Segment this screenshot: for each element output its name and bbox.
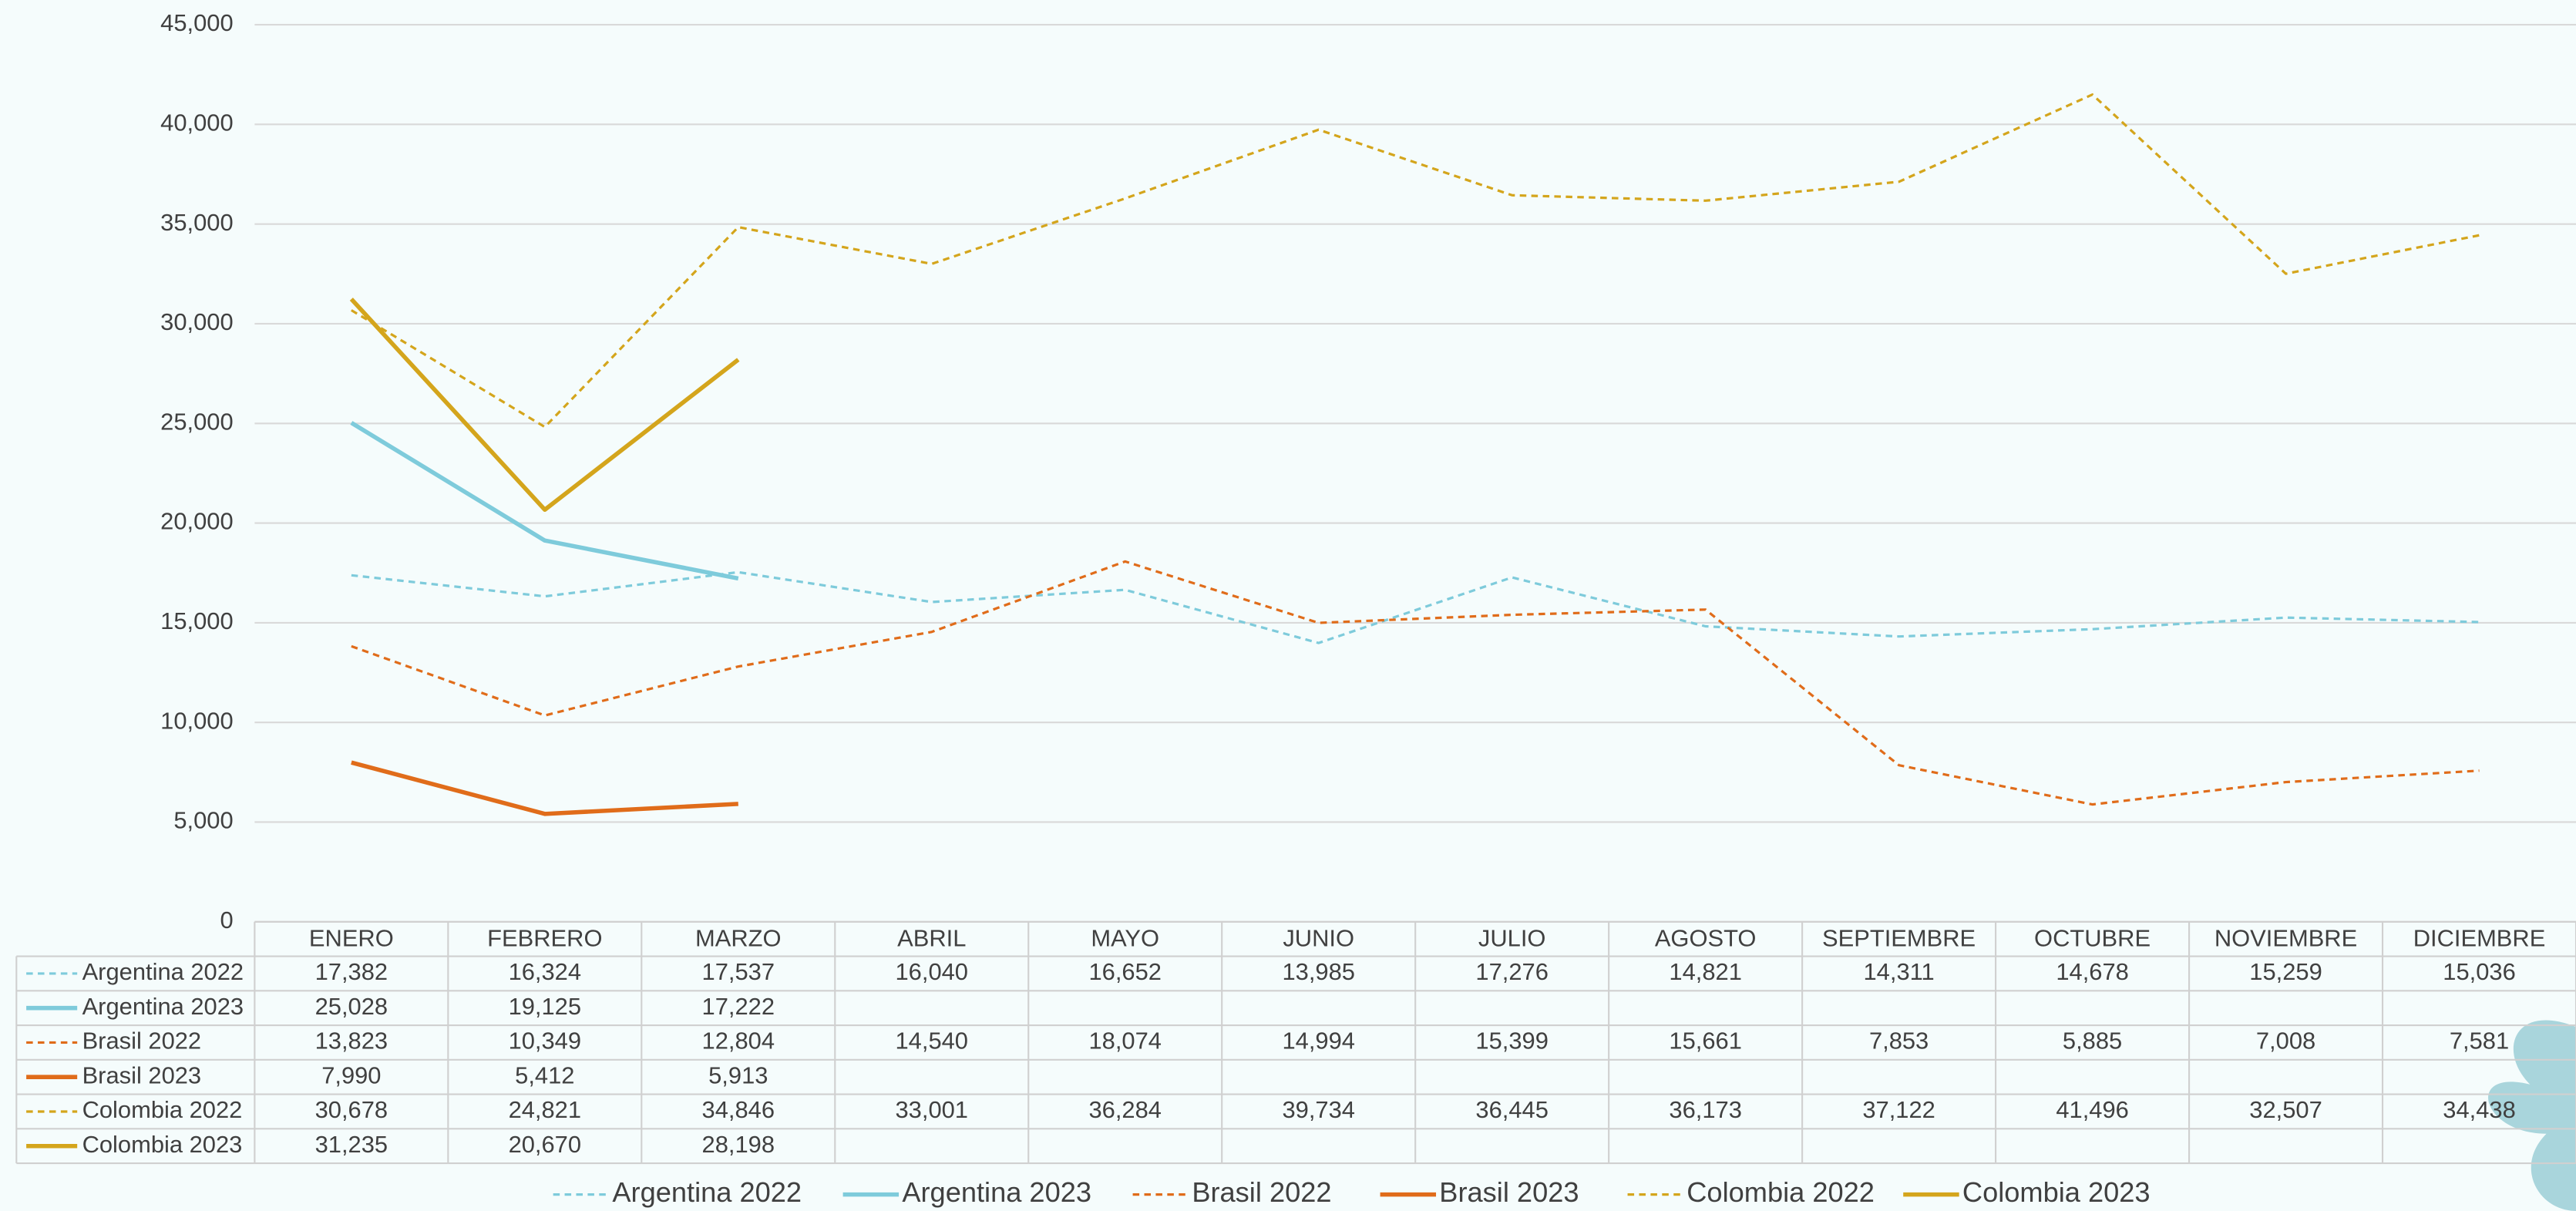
table-cell: 41,496 — [2056, 1096, 2128, 1123]
x-tick-label: JULIO — [1478, 924, 1546, 951]
table-cell: 30,678 — [315, 1096, 388, 1123]
table-cell: 36,284 — [1088, 1096, 1161, 1123]
legend-label: Argentina 2023 — [902, 1176, 1091, 1208]
x-tick-label: ABRIL — [897, 924, 966, 951]
y-tick-label: 45,000 — [160, 9, 233, 36]
y-tick-label: 0 — [220, 907, 233, 933]
table-cell: 39,734 — [1282, 1096, 1354, 1123]
y-tick-label: 10,000 — [160, 707, 233, 734]
x-tick-label: AGOSTO — [1655, 924, 1757, 951]
table-cell: 14,678 — [2056, 958, 2128, 985]
table-cell: 31,235 — [315, 1131, 388, 1158]
x-tick-label: MARZO — [695, 924, 782, 951]
table-cell: 20,670 — [509, 1131, 581, 1158]
table-cell: 17,276 — [1475, 958, 1548, 985]
table-cell: 5,913 — [708, 1061, 768, 1088]
y-tick-label: 5,000 — [173, 807, 233, 834]
table-cell: 5,412 — [515, 1061, 574, 1088]
table-row-label: Colombia 2022 — [82, 1096, 243, 1123]
x-tick-label: ENERO — [309, 924, 394, 951]
y-tick-label: 25,000 — [160, 408, 233, 435]
table-cell: 12,804 — [702, 1028, 775, 1055]
table-row-label: Argentina 2023 — [82, 993, 244, 1020]
table-cell: 17,537 — [702, 958, 775, 985]
table-cell: 16,652 — [1088, 958, 1161, 985]
x-tick-label: SEPTIEMBRE — [1822, 924, 1976, 951]
line-series — [351, 760, 738, 816]
table-cell: 15,399 — [1475, 1028, 1548, 1055]
table-cell: 17,382 — [315, 958, 388, 985]
x-tick-label: MAYO — [1091, 924, 1159, 951]
table-row-label: Brasil 2023 — [82, 1061, 202, 1088]
table-cell: 7,853 — [1869, 1028, 1929, 1055]
table-cell: 13,823 — [315, 1028, 388, 1055]
x-tick-label: FEBRERO — [487, 924, 602, 951]
table-cell: 25,028 — [315, 993, 388, 1020]
table-cell: 14,311 — [1864, 958, 1935, 985]
line-series — [350, 421, 739, 581]
table-cell: 15,036 — [2443, 958, 2515, 985]
y-tick-label: 35,000 — [160, 209, 233, 236]
table-row-label: Brasil 2022 — [82, 1028, 202, 1055]
table-cell: 24,821 — [509, 1096, 581, 1123]
y-tick-label: 15,000 — [160, 607, 233, 634]
table-cell: 14,994 — [1282, 1028, 1354, 1055]
table-cell: 15,259 — [2249, 958, 2322, 985]
legend-label: Argentina 2022 — [612, 1176, 802, 1208]
y-tick-label: 20,000 — [160, 508, 233, 535]
table-cell: 10,349 — [509, 1028, 581, 1055]
table-cell: 7,008 — [2256, 1028, 2315, 1055]
table-cell: 14,540 — [896, 1028, 968, 1055]
legend-label: Brasil 2022 — [1192, 1176, 1331, 1208]
x-tick-label: DICIEMBRE — [2413, 924, 2546, 951]
table-cell: 7,990 — [321, 1061, 381, 1088]
table-cell: 7,581 — [2450, 1028, 2509, 1055]
table-cell: 17,222 — [702, 993, 775, 1020]
legend-label: Brasil 2023 — [1439, 1176, 1579, 1208]
x-tick-label: JUNIO — [1283, 924, 1354, 951]
table-cell: 36,445 — [1475, 1096, 1548, 1123]
table-cell: 34,846 — [702, 1096, 775, 1123]
table-row-label: Colombia 2023 — [82, 1131, 243, 1158]
table-cell: 16,324 — [509, 958, 581, 985]
line-series — [351, 560, 2480, 806]
y-tick-label: 40,000 — [160, 109, 233, 136]
table-cell: 34,438 — [2443, 1096, 2515, 1123]
table-cell: 33,001 — [896, 1096, 968, 1123]
x-tick-label: NOVIEMBRE — [2214, 924, 2357, 951]
table-cell: 16,040 — [896, 958, 968, 985]
legend-label: Colombia 2022 — [1687, 1176, 1875, 1208]
x-tick-label: OCTUBRE — [2034, 924, 2151, 951]
table-row-label: Argentina 2022 — [82, 958, 244, 985]
table-cell: 13,985 — [1282, 958, 1354, 985]
table-cell: 36,173 — [1669, 1096, 1741, 1123]
line-series — [351, 93, 2480, 429]
legend-label: Colombia 2023 — [1962, 1176, 2151, 1208]
table-cell: 18,074 — [1088, 1028, 1161, 1055]
table-cell: 32,507 — [2249, 1096, 2322, 1123]
line-series — [351, 570, 2480, 644]
table-cell: 37,122 — [1862, 1096, 1935, 1123]
table-cell: 15,661 — [1669, 1028, 1741, 1055]
table-cell: 14,821 — [1669, 958, 1741, 985]
table-cell: 5,885 — [2063, 1028, 2122, 1055]
y-tick-label: 30,000 — [160, 308, 233, 335]
line-series — [349, 298, 740, 513]
table-cell: 28,198 — [702, 1131, 775, 1158]
table-cell: 19,125 — [509, 993, 581, 1020]
